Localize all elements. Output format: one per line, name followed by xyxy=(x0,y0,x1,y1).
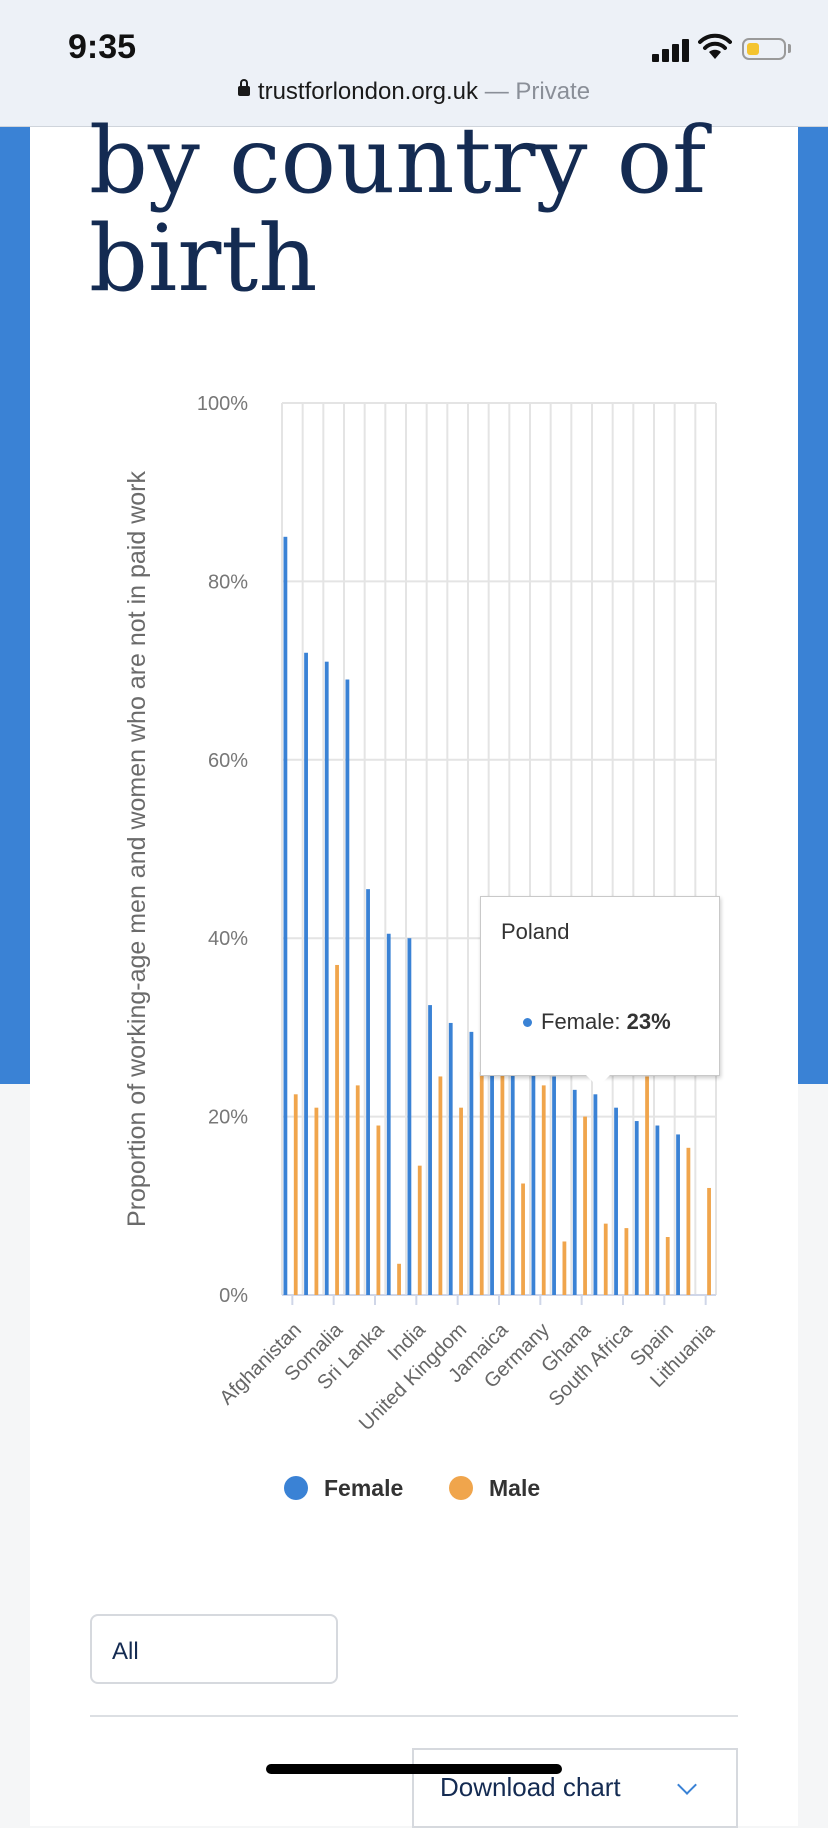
y-tick-label: 80% xyxy=(208,571,248,593)
status-time: 9:35 xyxy=(68,28,137,66)
tooltip-series-label: Female: xyxy=(541,1009,621,1034)
tooltip-series-dot xyxy=(523,1018,532,1027)
wifi-icon xyxy=(698,33,732,59)
bar-male xyxy=(293,1094,298,1295)
bar-male xyxy=(397,1263,401,1295)
bar-male xyxy=(459,1107,463,1295)
bar-male xyxy=(521,1183,525,1295)
legend-female-swatch xyxy=(284,1476,308,1500)
battery-icon xyxy=(742,38,786,60)
bar-female xyxy=(324,661,329,1295)
bar-female xyxy=(552,1076,556,1295)
status-bar: 9:35 trustforlondon.org.uk — Private xyxy=(0,0,828,127)
tooltip-value: 23% xyxy=(626,1009,671,1034)
bar-female xyxy=(510,1063,515,1295)
bar-female xyxy=(386,933,391,1295)
bar-female xyxy=(676,1134,680,1295)
address-bar[interactable]: trustforlondon.org.uk — Private xyxy=(0,78,828,106)
bar-male xyxy=(479,1072,484,1295)
bar-male xyxy=(355,1085,360,1295)
tooltip-row: Female: 23% xyxy=(523,1009,671,1035)
tooltip-arrow xyxy=(586,1075,610,1087)
battery-tip xyxy=(788,44,791,53)
home-indicator[interactable] xyxy=(266,1764,562,1774)
lock-icon xyxy=(237,78,250,96)
bar-female xyxy=(304,652,308,1295)
cellular-signal-icon xyxy=(652,38,690,62)
legend-female-label: Female xyxy=(324,1475,404,1501)
bar-male xyxy=(603,1223,608,1295)
y-axis-ticks: 0% 20% 40% 60% 80% 100% xyxy=(197,393,248,1307)
legend-male-swatch xyxy=(449,1476,473,1500)
bar-male xyxy=(376,1125,381,1295)
bar-female xyxy=(366,889,370,1295)
bar-male xyxy=(583,1116,587,1295)
bar-female xyxy=(614,1107,618,1295)
bar-female xyxy=(407,938,412,1295)
bar-female xyxy=(593,1094,598,1295)
vertical-gridlines xyxy=(281,403,717,1295)
bar-male xyxy=(624,1228,629,1295)
page-title: by country of birth xyxy=(89,112,779,308)
y-tick-label: 60% xyxy=(208,750,248,772)
bar-female xyxy=(531,1067,536,1295)
bar-female xyxy=(283,536,288,1295)
bar-female xyxy=(345,679,350,1295)
bar-female xyxy=(655,1125,660,1295)
bar-male xyxy=(686,1147,691,1295)
bar-male xyxy=(707,1187,711,1295)
page-title-line1: by country of xyxy=(89,107,707,214)
y-tick-label: 100% xyxy=(197,393,248,415)
country-filter-select[interactable]: All xyxy=(90,1614,338,1684)
bar-male xyxy=(562,1241,567,1295)
bar-female xyxy=(634,1121,639,1295)
bar-male xyxy=(500,1072,505,1295)
bar-male xyxy=(417,1165,422,1295)
bar-male xyxy=(645,1076,649,1295)
y-tick-label: 20% xyxy=(208,1107,248,1129)
bar-male xyxy=(541,1085,546,1295)
bar-male xyxy=(665,1237,670,1295)
legend-male-label: Male xyxy=(489,1475,541,1501)
y-tick-label: 0% xyxy=(219,1285,248,1307)
bar-female xyxy=(572,1089,577,1295)
bar-female xyxy=(428,1005,432,1295)
bar-male xyxy=(314,1107,319,1295)
y-tick-label: 40% xyxy=(208,928,248,950)
private-label: — Private xyxy=(484,78,591,105)
download-chart-label: Download chart xyxy=(440,1772,621,1802)
bar-male xyxy=(335,964,339,1295)
page-title-line2: birth xyxy=(89,205,318,312)
bar-female xyxy=(448,1022,453,1295)
y-axis-label: Proportion of working-age men and women … xyxy=(123,471,151,1227)
divider xyxy=(90,1715,738,1717)
tooltip-title: Poland xyxy=(501,919,570,944)
url-domain: trustforlondon.org.uk xyxy=(257,78,479,105)
select-value: All xyxy=(112,1638,139,1665)
download-chart-button[interactable]: Download chart xyxy=(412,1748,738,1828)
bar-female xyxy=(469,1031,474,1295)
chart-tooltip: Poland Female: 23% xyxy=(480,896,720,1076)
bar-male xyxy=(438,1076,443,1295)
bar-chart: 0% 20% 40% 60% 80% 100% AfghanistanSomaliaSri… xyxy=(123,393,720,1435)
bar-female xyxy=(490,1054,494,1295)
bars xyxy=(283,536,711,1295)
